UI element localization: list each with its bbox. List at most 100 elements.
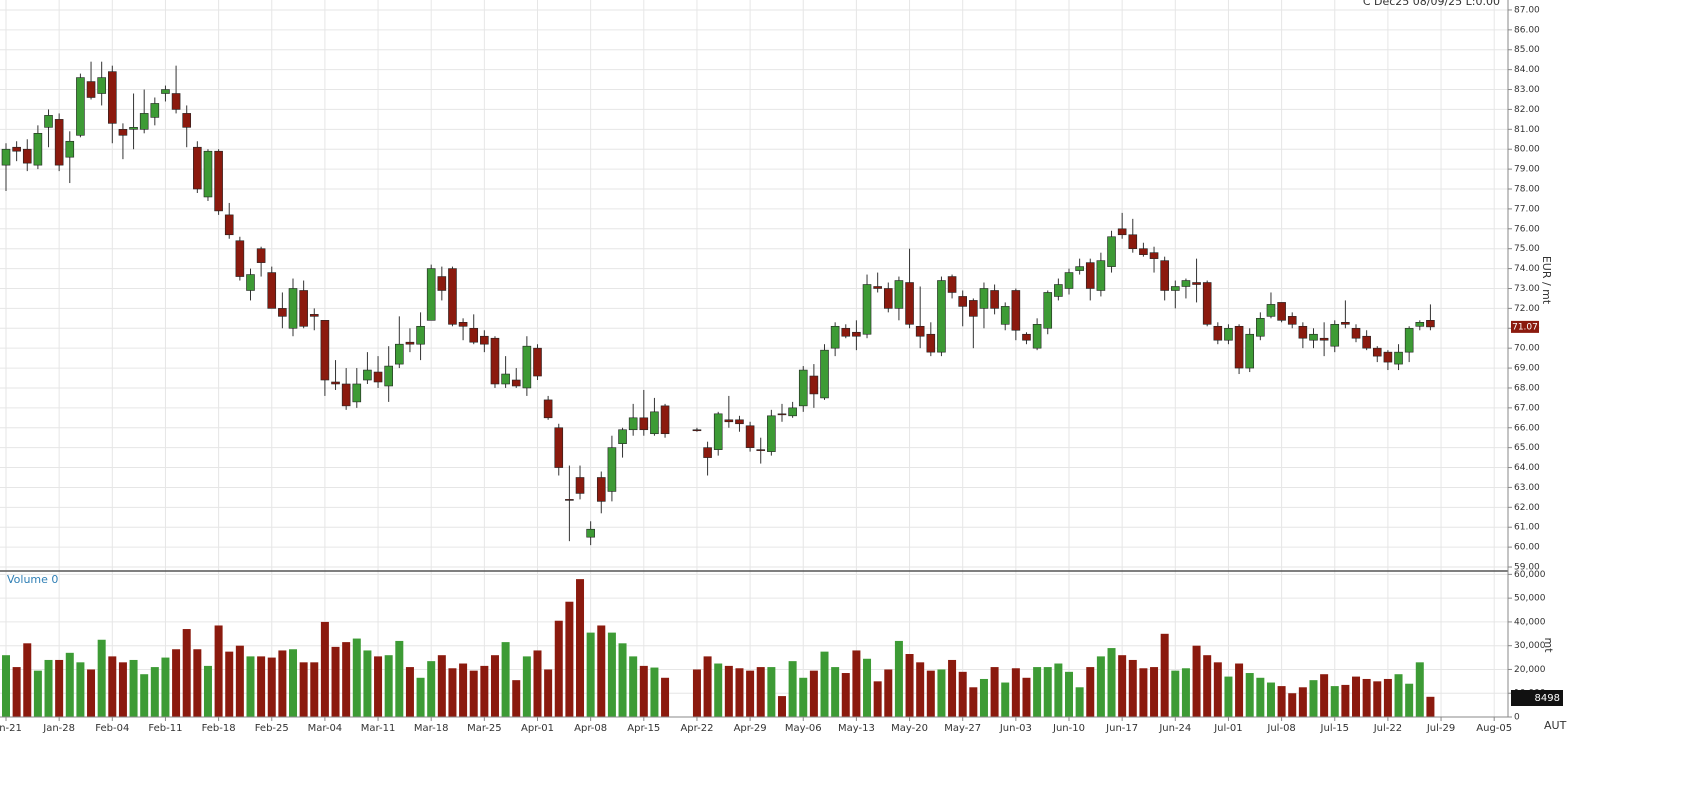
y-tick-label: 86.00 [1514, 25, 1540, 35]
volume-bar [289, 649, 298, 717]
y-tick-label: 62.00 [1514, 503, 1540, 513]
x-tick-label: May-06 [785, 723, 822, 734]
candle-body [501, 373, 510, 385]
candle-body [278, 308, 287, 317]
volume-bar [1288, 693, 1297, 717]
candle-body [1266, 304, 1276, 317]
volume-bar [767, 667, 776, 717]
volume-bar [299, 662, 308, 717]
candle-body [1319, 337, 1329, 341]
candle-body [979, 288, 989, 309]
candle-body [384, 365, 393, 387]
candle-body [639, 417, 649, 431]
volume-bar [756, 667, 765, 717]
candle-body [820, 349, 829, 399]
candle-body [416, 325, 425, 345]
volume-bar [33, 670, 42, 717]
candle-body [1, 148, 11, 166]
candle-body [458, 322, 468, 327]
volume-bar [533, 650, 542, 717]
volume-bar [1118, 655, 1127, 717]
volume-bar [405, 667, 414, 717]
candle-body [511, 379, 521, 387]
volume-bar [342, 642, 351, 717]
volume-bar [1277, 686, 1286, 717]
volume-bar [310, 662, 319, 717]
volume-bar [1160, 633, 1169, 717]
volume-bar [12, 667, 21, 717]
candle-body [1287, 316, 1297, 325]
volume-bar [395, 640, 404, 717]
candle-body [1160, 260, 1169, 291]
volume-bar [661, 677, 670, 717]
volume-bar [1266, 682, 1275, 717]
candle-body [1032, 323, 1042, 349]
volume-bar [724, 665, 733, 717]
y-tick-label: 50,000 [1514, 594, 1546, 604]
volume-bar [320, 621, 329, 717]
volume-bar [129, 659, 138, 717]
volume-bar [841, 673, 850, 717]
candle-body [373, 371, 383, 383]
volume-bar [799, 677, 808, 717]
volume-bar [501, 642, 510, 717]
volume-bar [1181, 668, 1190, 717]
candle-body [490, 337, 500, 385]
y-tick-label: 59.00 [1514, 563, 1540, 573]
volume-bar [182, 629, 191, 717]
volume-bar [1330, 686, 1339, 717]
x-tick-label: Mar-25 [467, 723, 502, 734]
volume-bar [1107, 648, 1116, 717]
candle-body [1139, 248, 1148, 255]
x-tick-label: Feb-04 [95, 723, 129, 734]
candle-body [1085, 262, 1095, 289]
volume-axis-label: mt [1542, 637, 1555, 653]
volume-bar [905, 654, 914, 717]
x-tick-label: Jan-28 [42, 723, 75, 734]
volume-bar [1043, 667, 1052, 717]
volume-bar [809, 670, 818, 717]
volume-bar [735, 668, 744, 717]
candle-body [1171, 286, 1180, 291]
candle-body [193, 146, 202, 190]
last-price-label: 71.07 [1512, 322, 1538, 332]
y-tick-label: 68.00 [1514, 383, 1540, 393]
candle-body [905, 282, 914, 325]
candle-body [65, 140, 75, 158]
candle-body [405, 341, 415, 345]
candle-body [767, 415, 776, 452]
candle-body [660, 405, 670, 435]
candle-body [1202, 282, 1212, 325]
volume-bar [363, 650, 372, 717]
volume-bar [894, 640, 903, 717]
volume-bar [1065, 671, 1073, 717]
candle-body [1213, 325, 1223, 341]
candle-body [596, 477, 606, 502]
candle-body [54, 119, 64, 166]
x-tick-label: Feb-25 [255, 723, 289, 734]
corner-label: AUT [1544, 719, 1567, 732]
volume-bar [172, 649, 181, 717]
volume-bar [214, 625, 223, 717]
candle-body [692, 429, 702, 432]
candle-body [565, 499, 574, 501]
volume-bar [629, 656, 638, 717]
candle-body [703, 447, 712, 458]
volume-bar [150, 667, 159, 717]
volume-bar [1341, 684, 1350, 717]
y-tick-label: 70.00 [1514, 344, 1540, 354]
candle-body [883, 288, 893, 309]
candle-body [129, 127, 138, 130]
volume-bar [1001, 682, 1010, 717]
volume-bar [1224, 676, 1233, 717]
volume-bar [979, 678, 988, 717]
volume-bar [1054, 663, 1063, 717]
volume-bar [714, 663, 723, 717]
labels: 59.00 60.00 61.00 62.00 63.00 64.00 65.00 66.00… [0, 5, 1563, 734]
x-tick-label: Apr-01 [521, 723, 554, 734]
volume-bar [1033, 667, 1042, 717]
volume-bar [544, 669, 553, 717]
y-tick-label: 84.00 [1514, 65, 1540, 75]
candle-body [22, 148, 32, 164]
